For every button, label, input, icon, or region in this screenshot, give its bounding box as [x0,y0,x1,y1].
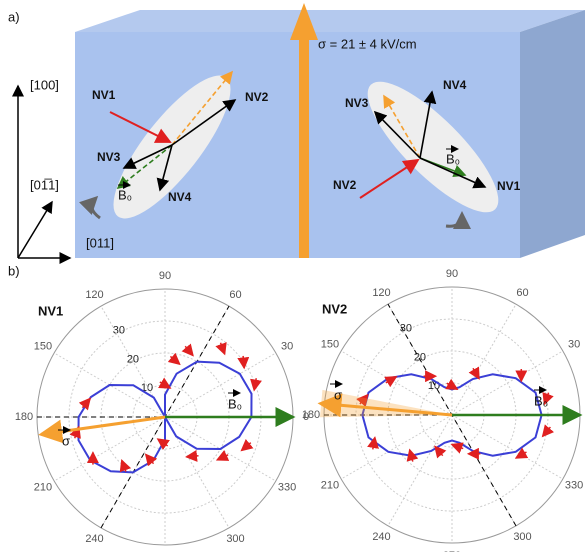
nv-label: NV2 [245,90,269,104]
nv-label: NV1 [497,179,521,193]
data-point [519,452,524,457]
data-point [90,456,95,461]
data-point [186,348,191,353]
theta-tick-label: 240 [372,531,390,543]
data-point [449,384,454,389]
panel-label: b) [8,263,20,278]
data-point [160,440,165,445]
theta-tick-label: 150 [34,340,52,352]
theta-tick-label: 210 [321,479,339,491]
b0-label: B₀ [534,393,548,408]
theta-tick-label: 330 [565,479,583,491]
nv-label: NV3 [97,150,121,164]
nv-label: NV1 [92,88,116,102]
data-point [427,374,432,379]
r-tick-label: 20 [127,353,139,365]
plot-title: NV1 [38,303,63,318]
figure: a) σ = 21 ± 4 kV/cm NV1 NV2 NV3 NV4 B₀ N… [0,0,587,552]
theta-tick-label: 120 [85,289,103,301]
theta-tick-label: 60 [516,287,528,299]
sigma-label: σ [62,433,70,448]
theta-tick-label: 330 [278,481,296,493]
r-tick-label: 20 [414,351,426,363]
data-point [190,454,195,459]
data-point [544,429,549,434]
data-point [473,371,478,376]
theta-tick-label: 60 [229,289,241,301]
nv-label: NV4 [168,190,192,204]
theta-tick-label: 300 [226,533,244,545]
data-point [162,382,167,387]
grid-spoke [388,415,452,526]
theta-tick-label: 300 [513,531,531,543]
theta-tick-label: 90 [159,270,171,282]
theta-tick-label: 150 [321,338,339,350]
theta-tick-label: 120 [372,287,390,299]
data-point [472,451,477,456]
axis-label: [100] [30,77,59,92]
nv-label: NV3 [345,96,369,110]
data-point [172,358,177,363]
data-point [371,441,376,446]
theta-tick-label: 30 [568,338,580,350]
grid-spoke [452,304,516,415]
nv-label: NV4 [443,78,467,92]
data-point [241,359,246,364]
axis-label: [011] [86,235,114,250]
theta-tick-label: 180 [302,409,320,421]
data-point [147,456,152,461]
theta-tick-label: 240 [85,533,103,545]
axis-label: [01̅1] [30,177,59,192]
crystal-axes [18,86,70,258]
r-tick-label: 30 [113,325,125,337]
data-point [519,372,524,377]
b0-label: B₀ [228,396,242,411]
sigma-label: σ [334,387,342,402]
theta-tick-label: 30 [281,340,293,352]
nv-label: NV2 [333,178,357,192]
panel-label: a) [8,9,20,24]
data-point [244,444,249,449]
grid-spoke [452,415,563,479]
data-point [121,463,126,468]
data-point [436,448,441,453]
theta-tick-label: 210 [34,481,52,493]
field-label: σ = 21 ± 4 kV/cm [318,36,417,51]
data-point [409,453,414,458]
data-point [220,346,225,351]
box-top [75,10,585,32]
b0-label: B₀ [446,151,460,166]
data-point [220,455,225,460]
theta-tick-label: 180 [15,411,33,423]
plot-title: NV2 [322,301,347,316]
data-point [455,444,460,449]
data-point [84,401,89,406]
b0-label: B₀ [118,187,132,202]
theta-tick-label: 90 [446,268,458,280]
data-point [253,382,258,387]
data-point [388,377,393,382]
polar-plots: 1020300306090120150180210240270300330NV1… [15,268,587,552]
box-side [520,10,585,258]
